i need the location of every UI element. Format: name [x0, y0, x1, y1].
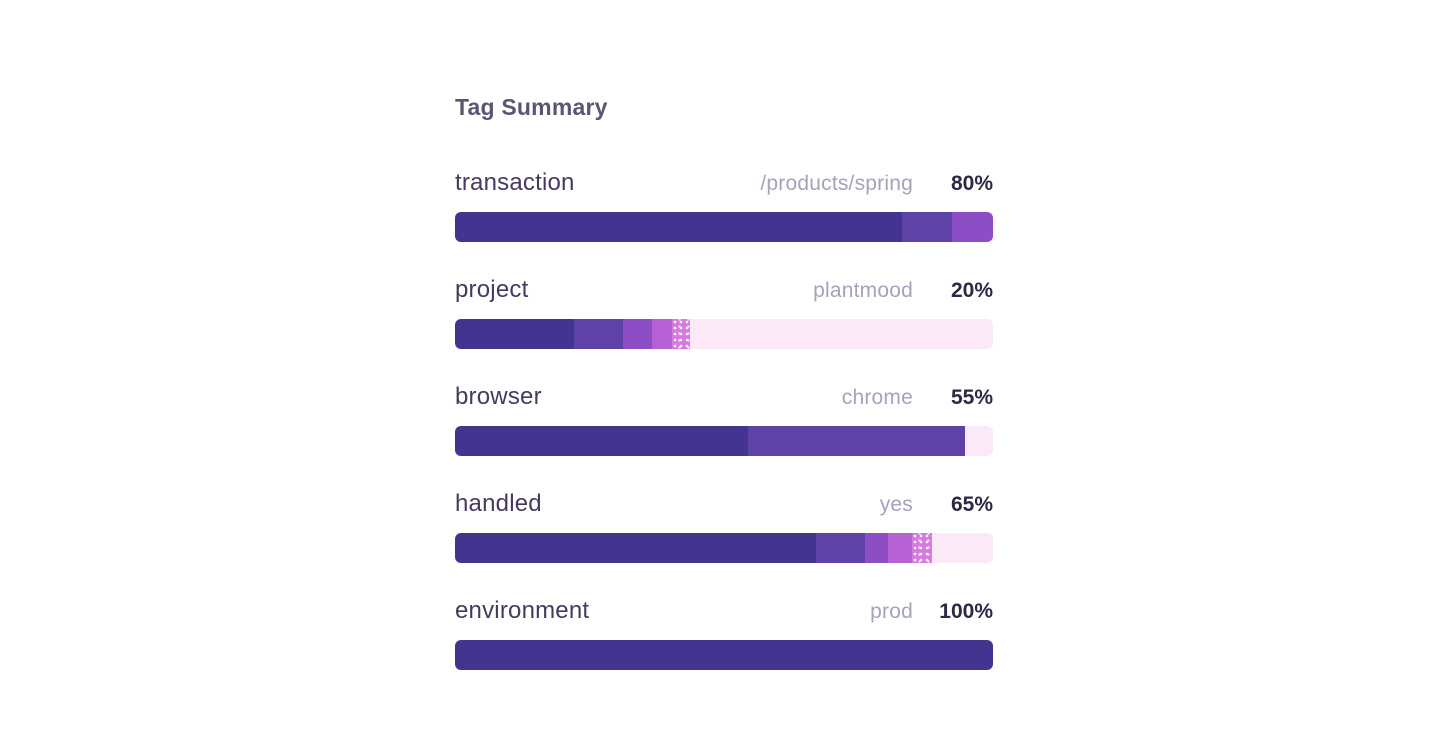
bar-segment[interactable]: [864, 533, 889, 563]
tag-percent: 80%: [950, 172, 993, 195]
bar-segment[interactable]: [651, 319, 672, 349]
tag-row-header: handled yes 65%: [455, 490, 993, 519]
tag-rows: transaction /products/spring 80% project…: [455, 169, 993, 670]
bar-segment[interactable]: [455, 212, 903, 242]
bar-segment[interactable]: [902, 212, 953, 242]
bar-segment[interactable]: [748, 426, 966, 456]
tag-name: environment: [455, 597, 590, 624]
tag-top-value: yes: [879, 493, 913, 516]
tag-distribution-bar: [455, 426, 993, 456]
bar-segment[interactable]: [455, 533, 816, 563]
tag-distribution-bar: [455, 640, 993, 670]
tag-top-value: prod: [870, 600, 913, 623]
tag-name: handled: [455, 490, 542, 517]
bar-segment[interactable]: [815, 533, 865, 563]
bar-segment[interactable]: [573, 319, 623, 349]
tag-row-header: browser chrome 55%: [455, 383, 993, 412]
tag-top-value: /products/spring: [760, 172, 913, 195]
bar-segment[interactable]: [455, 426, 749, 456]
tag-row-header: environment prod 100%: [455, 597, 993, 626]
tag-distribution-bar: [455, 319, 993, 349]
bar-segment[interactable]: [622, 319, 652, 349]
panel-title: Tag Summary: [455, 94, 608, 120]
tag-name: transaction: [455, 169, 575, 196]
tag-percent: 65%: [950, 493, 993, 516]
bar-segment-dotted[interactable]: [912, 533, 933, 563]
bar-segment[interactable]: [952, 212, 993, 242]
bar-segment-dotted[interactable]: [671, 319, 690, 349]
tag-distribution-bar: [455, 533, 993, 563]
bar-segment[interactable]: [965, 426, 993, 456]
bar-segment[interactable]: [689, 319, 993, 349]
tag-percent: 55%: [950, 386, 993, 409]
tag-row: project plantmood 20%: [455, 276, 993, 349]
bar-segment[interactable]: [455, 640, 993, 670]
bar-segment[interactable]: [888, 533, 913, 563]
tag-top-value: chrome: [841, 386, 913, 409]
tag-row: handled yes 65%: [455, 490, 993, 563]
tag-name: browser: [455, 383, 542, 410]
tag-percent: 100%: [939, 600, 993, 623]
tag-row: browser chrome 55%: [455, 383, 993, 456]
tag-percent: 20%: [950, 279, 993, 302]
tag-row-header: project plantmood 20%: [455, 276, 993, 305]
bar-segment[interactable]: [455, 319, 574, 349]
tag-row-header: transaction /products/spring 80%: [455, 169, 993, 198]
tag-row: environment prod 100%: [455, 597, 993, 670]
tag-distribution-bar: [455, 212, 993, 242]
bar-segment[interactable]: [932, 533, 993, 563]
tag-summary-panel: Tag Summary transaction /products/spring…: [455, 95, 993, 670]
tag-name: project: [455, 276, 529, 303]
tag-row: transaction /products/spring 80%: [455, 169, 993, 242]
tag-top-value: plantmood: [813, 279, 913, 302]
